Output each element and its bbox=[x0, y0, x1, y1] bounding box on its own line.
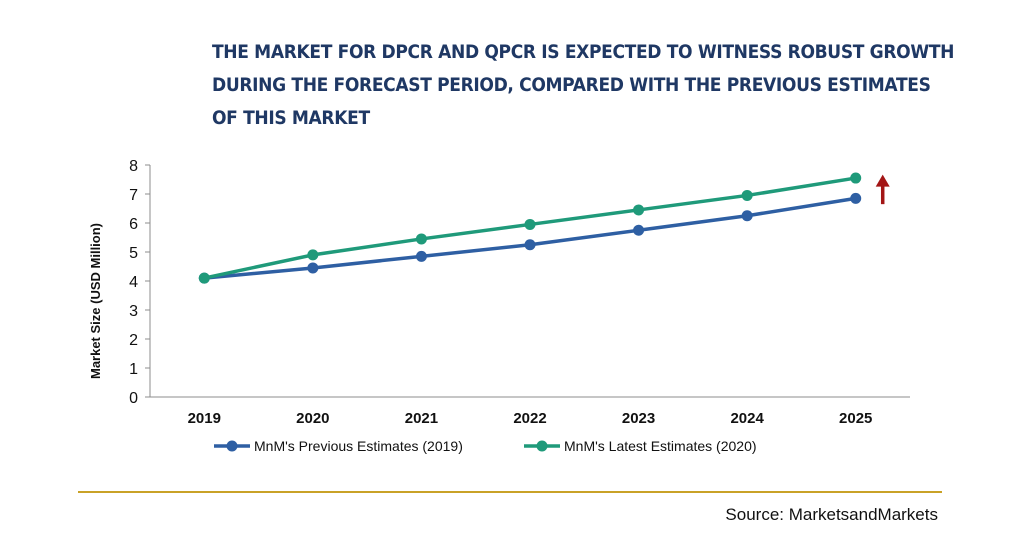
y-tick-label: 7 bbox=[129, 187, 138, 204]
axes bbox=[149, 165, 910, 398]
legend-label: MnM's Previous Estimates (2019) bbox=[254, 438, 463, 454]
data-point bbox=[415, 233, 427, 245]
arrow-head bbox=[875, 174, 890, 187]
data-point bbox=[198, 272, 210, 284]
x-tick-label: 2021 bbox=[405, 410, 438, 427]
x-tick-label: 2019 bbox=[188, 410, 221, 427]
y-axis-label: Market Size (USD Million) bbox=[88, 223, 103, 379]
data-point bbox=[524, 218, 536, 230]
title-line-2: DURING THE FORECAST PERIOD, COMPARED WIT… bbox=[212, 74, 931, 96]
title-line-3: OF THIS MARKET bbox=[212, 107, 370, 129]
source-note: Source: MarketsandMarkets bbox=[725, 505, 938, 524]
y-tick-label: 2 bbox=[129, 332, 138, 349]
y-tick-label: 4 bbox=[129, 274, 138, 291]
series-lines bbox=[198, 172, 862, 284]
y-tick-labels: 0 1 2 3 4 5 6 7 8 bbox=[129, 158, 150, 407]
line-chart: 0 1 2 3 4 5 6 7 8 2019 2020 2021 2022 2023 2024 2025 M… bbox=[88, 158, 910, 454]
legend-swatch-marker bbox=[536, 440, 548, 452]
x-tick-label: 2022 bbox=[513, 410, 546, 427]
up-arrow-icon bbox=[875, 174, 890, 205]
divider-rule bbox=[78, 491, 942, 493]
title-line-1: THE MARKET FOR DPCR AND QPCR IS EXPECTED… bbox=[212, 41, 955, 63]
y-tick-label: 1 bbox=[129, 361, 138, 378]
y-tick-label: 5 bbox=[129, 245, 138, 262]
x-tick-label: 2024 bbox=[730, 410, 764, 427]
legend-label: MnM's Latest Estimates (2020) bbox=[564, 438, 757, 454]
data-point bbox=[524, 239, 536, 251]
y-tick-label: 8 bbox=[129, 158, 138, 175]
data-point bbox=[415, 250, 427, 262]
legend-swatch-marker bbox=[226, 440, 238, 452]
data-point bbox=[307, 249, 319, 261]
series-line-1 bbox=[204, 196, 856, 280]
x-tick-label: 2025 bbox=[839, 410, 872, 427]
data-point bbox=[633, 204, 645, 216]
data-point bbox=[850, 192, 862, 204]
legend: MnM's Previous Estimates (2019) MnM's Lat… bbox=[214, 438, 757, 454]
chart-title: THE MARKET FOR DPCR AND QPCR IS EXPECTED… bbox=[212, 36, 955, 135]
x-tick-label: 2020 bbox=[296, 410, 329, 427]
data-point bbox=[741, 210, 753, 222]
x-tick-label: 2023 bbox=[622, 410, 655, 427]
data-point bbox=[741, 189, 753, 201]
x-tick-labels: 2019 2020 2021 2022 2023 2024 2025 bbox=[188, 410, 873, 427]
data-point bbox=[307, 262, 319, 274]
data-point bbox=[633, 224, 645, 236]
y-tick-label: 3 bbox=[129, 303, 138, 320]
data-point bbox=[850, 172, 862, 184]
y-tick-label: 0 bbox=[129, 390, 138, 407]
y-tick-label: 6 bbox=[129, 216, 138, 233]
